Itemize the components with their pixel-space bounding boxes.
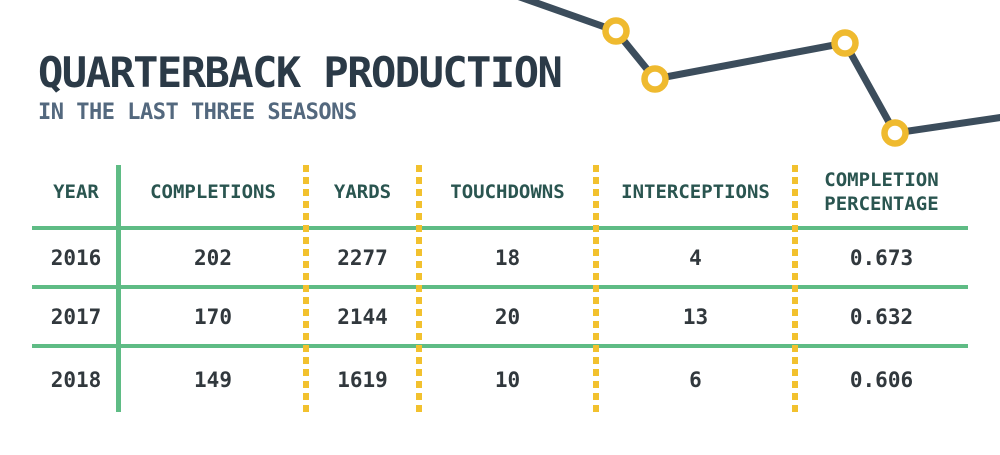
table-cell-interceptions: 4 — [596, 230, 795, 289]
divider-dotted-yellow — [303, 165, 309, 412]
trend-line — [517, 0, 1000, 137]
table-cell-yards: 1619 — [337, 368, 388, 392]
table-cell-yards: 2277 — [306, 230, 419, 289]
column-header-completions: COMPLETIONS — [120, 160, 306, 230]
trend-marker-icon — [881, 119, 909, 147]
page-title: QUARTERBACK PRODUCTION — [38, 48, 563, 97]
table-cell-completions: 202 — [120, 230, 306, 289]
trend-marker-icon — [641, 65, 669, 93]
table-cell-touchdowns: 18 — [419, 230, 596, 289]
column-header-completion-percentage: COMPLETION PERCENTAGE — [795, 160, 968, 230]
table-cell-year: 2018 — [50, 368, 102, 392]
table-cell-completion-percentage: 0.673 — [795, 230, 968, 289]
column-header-interceptions: INTERCEPTIONS — [596, 160, 795, 230]
table-cell-interceptions: 6 — [689, 368, 702, 392]
table-cell-touchdowns: 20 — [419, 289, 596, 348]
table-cell-year: 2017 — [32, 289, 120, 348]
column-header-yards: YARDS — [306, 160, 419, 230]
divider-solid-green — [116, 165, 121, 412]
table-cell-touchdowns: 10 — [494, 368, 521, 392]
divider-dotted-yellow — [416, 165, 422, 412]
table-cell-year: 2016 — [32, 230, 120, 289]
table-cell-completion-percentage: 0.632 — [795, 289, 968, 348]
table-cell-interceptions: 13 — [596, 289, 795, 348]
table-cell-completion-percentage: 0.606 — [849, 368, 914, 392]
table-cell-yards: 2144 — [306, 289, 419, 348]
column-header-touchdowns: TOUCHDOWNS — [419, 160, 596, 230]
trend-marker-icon — [602, 17, 630, 45]
trend-marker-icon — [831, 29, 859, 57]
divider-dotted-yellow — [792, 165, 798, 412]
divider-dotted-yellow — [593, 165, 599, 412]
stats-table: YEAR COMPLETIONS YARDS TOUCHDOWNS INTERC… — [32, 160, 968, 412]
page-subtitle: IN THE LAST THREE SEASONS — [38, 100, 357, 125]
table-cell-completions: 170 — [120, 289, 306, 348]
table-cell-completions: 149 — [194, 368, 232, 392]
column-header-year: YEAR — [32, 160, 120, 230]
